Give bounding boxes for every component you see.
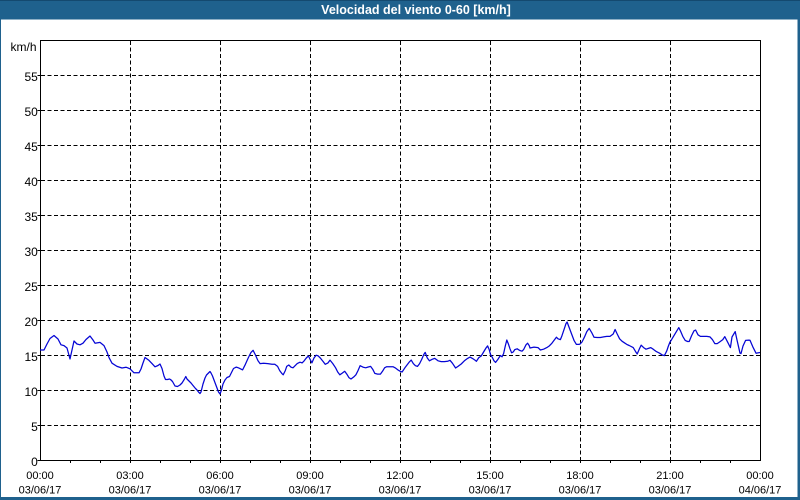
svg-text:00:00: 00:00 bbox=[26, 470, 54, 482]
svg-text:40: 40 bbox=[24, 175, 38, 189]
svg-text:03/06/17: 03/06/17 bbox=[289, 485, 332, 497]
svg-text:03/06/17: 03/06/17 bbox=[469, 485, 512, 497]
svg-text:03/06/17: 03/06/17 bbox=[199, 485, 242, 497]
svg-text:15: 15 bbox=[24, 350, 38, 364]
svg-text:03/06/17: 03/06/17 bbox=[649, 485, 692, 497]
svg-text:00:00: 00:00 bbox=[746, 470, 774, 482]
svg-text:03:00: 03:00 bbox=[116, 470, 144, 482]
svg-text:18:00: 18:00 bbox=[566, 470, 594, 482]
svg-text:0: 0 bbox=[31, 455, 38, 469]
svg-text:03/06/17: 03/06/17 bbox=[559, 485, 602, 497]
svg-text:45: 45 bbox=[24, 140, 38, 154]
svg-text:25: 25 bbox=[24, 280, 38, 294]
svg-text:35: 35 bbox=[24, 210, 38, 224]
svg-text:5: 5 bbox=[31, 420, 38, 434]
svg-text:04/06/17: 04/06/17 bbox=[739, 485, 782, 497]
svg-text:Velocidad del viento 0-60 [km/: Velocidad del viento 0-60 [km/h] bbox=[321, 3, 511, 17]
svg-text:03/06/17: 03/06/17 bbox=[19, 485, 62, 497]
svg-text:20: 20 bbox=[24, 315, 38, 329]
svg-text:km/h: km/h bbox=[10, 40, 36, 54]
svg-text:12:00: 12:00 bbox=[386, 470, 414, 482]
svg-text:03/06/17: 03/06/17 bbox=[379, 485, 422, 497]
svg-text:30: 30 bbox=[24, 245, 38, 259]
svg-text:55: 55 bbox=[24, 70, 38, 84]
svg-text:50: 50 bbox=[24, 105, 38, 119]
svg-text:03/06/17: 03/06/17 bbox=[109, 485, 152, 497]
svg-text:10: 10 bbox=[24, 385, 38, 399]
svg-text:06:00: 06:00 bbox=[206, 470, 234, 482]
svg-text:15:00: 15:00 bbox=[476, 470, 504, 482]
svg-text:21:00: 21:00 bbox=[656, 470, 684, 482]
svg-text:09:00: 09:00 bbox=[296, 470, 324, 482]
